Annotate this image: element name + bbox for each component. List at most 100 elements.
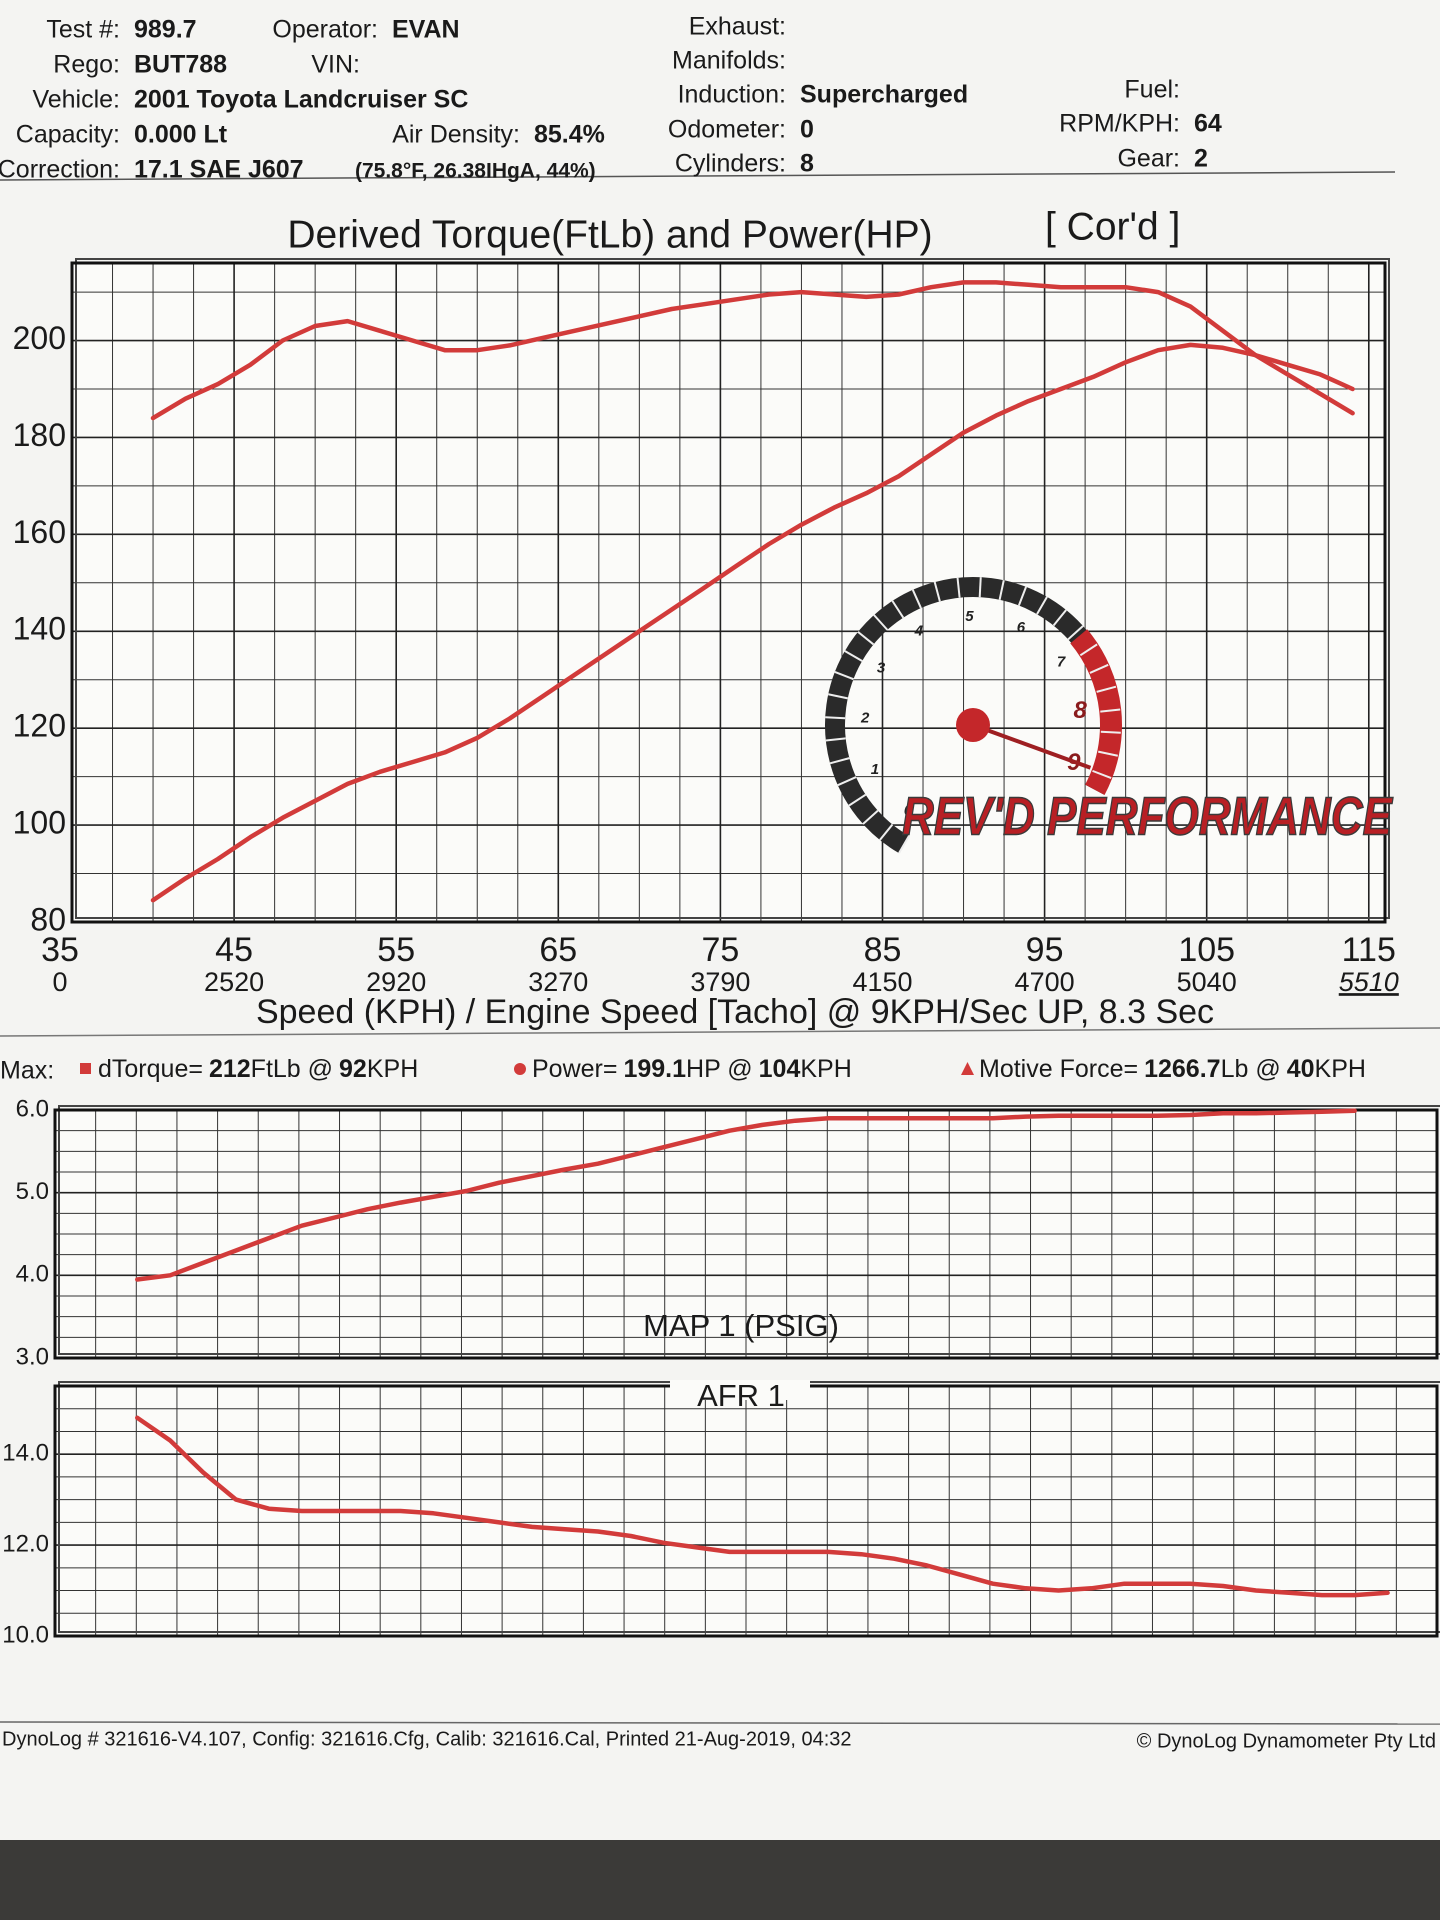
- grid: [55, 1386, 1437, 1637]
- gauge-tick: [848, 793, 867, 807]
- field-value: Supercharged: [800, 81, 968, 109]
- field-value: 8: [800, 150, 814, 178]
- rpm-label: 5510: [1339, 967, 1399, 997]
- rpm-label: 3790: [690, 967, 750, 997]
- max-value: 199.1: [623, 1055, 686, 1083]
- plot-frame-shadow: [75, 258, 1390, 919]
- gauge-tick: [862, 809, 879, 825]
- gauge-tick: [1079, 643, 1098, 657]
- marker-triangle: [961, 1062, 974, 1075]
- gauge-number: 0: [904, 802, 913, 819]
- table-surface: [0, 1840, 1440, 1920]
- data-line: [135, 1108, 1357, 1282]
- gauge-tick: [998, 580, 1005, 601]
- field-value: 2: [1194, 145, 1208, 173]
- y-tick-label: 6.0: [16, 1095, 49, 1122]
- plot-frame-shadow: [58, 1105, 1440, 1355]
- field-label: Correction:: [0, 156, 120, 184]
- gauge-tick: [873, 614, 889, 631]
- gauge-tick: [898, 835, 910, 854]
- field-value: 2001 Toyota Landcruiser SC: [134, 86, 468, 114]
- test-conditions: (75.8°F, 26.38IHgA, 44%): [355, 160, 596, 183]
- footer-left: DynoLog # 321616-V4.107, Config: 321616.…: [2, 1728, 852, 1750]
- x-tick-label: 45: [215, 931, 253, 969]
- y-tick-label: 3.0: [16, 1343, 49, 1370]
- max-speed: 40: [1287, 1055, 1315, 1083]
- field-label: Cylinders:: [675, 150, 786, 178]
- gauge-tick: [1096, 685, 1117, 693]
- y-tick-label: 10.0: [2, 1621, 49, 1648]
- gauge-tick: [956, 577, 961, 598]
- gauge-tick: [1089, 663, 1109, 674]
- max-value: 212: [209, 1055, 251, 1083]
- gauge-tick: [837, 776, 857, 787]
- gauge-tick: [1017, 586, 1027, 606]
- field-label: Vehicle:: [32, 86, 120, 114]
- field-label: RPM/KPH:: [1059, 110, 1180, 138]
- x-tick-label: 35: [41, 931, 79, 969]
- field-label: Operator:: [272, 16, 378, 44]
- x-tick-label: 85: [864, 931, 902, 969]
- gauge-tick: [978, 577, 982, 598]
- marker-square: [80, 1063, 91, 1074]
- field-label: Induction:: [678, 81, 786, 109]
- gauge-tick: [891, 600, 905, 619]
- field-label: VIN:: [311, 51, 360, 79]
- max-speed-unit: KPH: [367, 1055, 418, 1083]
- field-value: BUT788: [134, 51, 227, 79]
- max-label: Power=: [532, 1055, 617, 1083]
- footer-rule: [0, 1721, 1440, 1725]
- gauge-number: 4: [914, 623, 924, 640]
- y-tick-label: 14.0: [2, 1440, 49, 1467]
- y-tick-label: 140: [13, 611, 66, 647]
- max-label: dTorque=: [98, 1055, 203, 1083]
- chart-title: AFR 1: [697, 1378, 785, 1413]
- x-tick-label: 55: [377, 931, 415, 969]
- x-tick-label: 75: [701, 931, 739, 969]
- header-rule: [0, 171, 1396, 181]
- gauge-number: 2: [860, 709, 870, 726]
- rpm-label: 5040: [1177, 967, 1237, 997]
- gauge-tick: [933, 581, 941, 602]
- gauge-tick: [911, 589, 922, 609]
- max-speed-unit: KPH: [1315, 1055, 1366, 1083]
- max-speed-unit: KPH: [800, 1055, 851, 1083]
- logo: 0123456789REV'D PERFORMANCE: [825, 577, 1394, 854]
- y-tick-label: 100: [13, 805, 66, 841]
- footer-right: © DynoLog Dynamometer Pty Ltd: [1137, 1730, 1436, 1752]
- rpm-label: 4700: [1015, 967, 1075, 997]
- y-tick-label: 80: [30, 901, 66, 937]
- y-tick-label: 200: [13, 320, 66, 356]
- rpm-label: 4150: [852, 967, 912, 997]
- rpm-label: 2920: [366, 967, 426, 997]
- y-tick-label: 4.0: [16, 1261, 49, 1288]
- max-value: 1266.7: [1144, 1055, 1220, 1083]
- plot-frame: [70, 261, 1387, 924]
- chart-subtitle: [ Cor'd ]: [1045, 205, 1180, 248]
- logo-text: REV'D PERFORMANCE: [902, 786, 1394, 846]
- gauge-tick: [879, 823, 894, 841]
- y-tick-label: 160: [13, 514, 66, 550]
- field-label: Exhaust:: [689, 13, 786, 41]
- field-label: Manifolds:: [672, 47, 786, 75]
- data-line: [150, 280, 1355, 421]
- gauge-tick: [825, 716, 846, 720]
- gauge-tick: [828, 693, 849, 700]
- y-tick-label: 180: [13, 417, 66, 453]
- y-tick-label: 120: [13, 708, 66, 744]
- field-value: 17.1 SAE J607: [134, 156, 304, 184]
- gauge-tick: [844, 650, 863, 662]
- grid: [55, 1109, 1437, 1359]
- caption-gap: [670, 1380, 810, 1400]
- rpm-label: 3270: [528, 967, 588, 997]
- max-item: dTorque= 212FtLb @92KPH: [98, 1055, 418, 1083]
- gauge-tick: [857, 631, 875, 646]
- plot-frame: [53, 1108, 1439, 1360]
- data-line: [150, 342, 1355, 903]
- field-value: 0: [800, 116, 814, 144]
- rpm-label: 2520: [204, 967, 264, 997]
- field-label: Test #:: [46, 16, 120, 44]
- gauge-tick: [1100, 730, 1121, 734]
- marker-circle: [514, 1063, 526, 1075]
